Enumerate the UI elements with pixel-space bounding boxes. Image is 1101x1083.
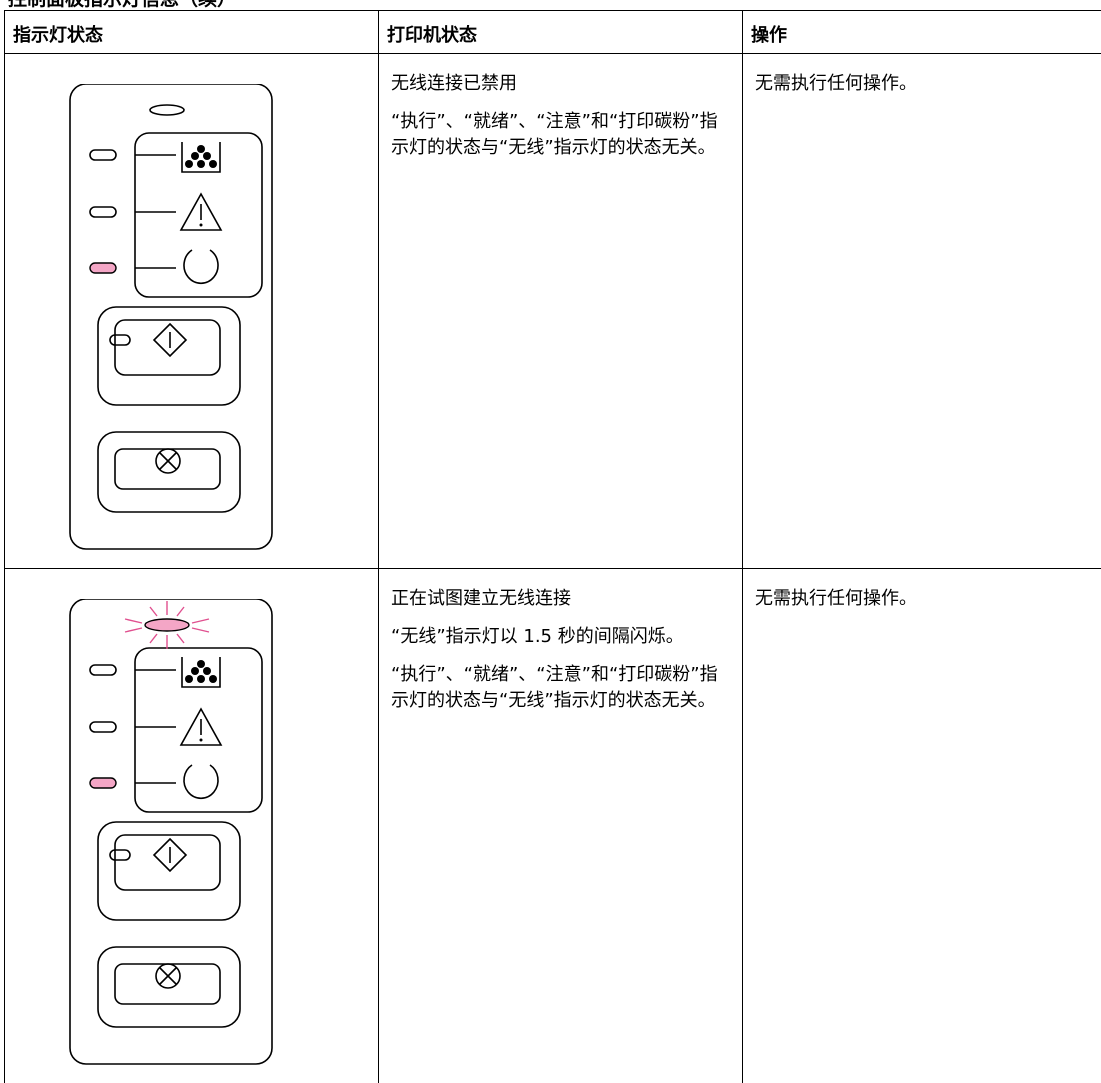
paragraph: 正在试图建立无线连接: [391, 588, 571, 609]
page-title: 控制面板指示灯信息（续）: [8, 0, 236, 10]
paragraph: “无线”指示灯以 1.5 秒的间隔闪烁。: [391, 626, 684, 647]
header-cell: 指示灯状态: [4, 11, 378, 53]
indicator-cell: [4, 568, 378, 1083]
header-cell: 打印机状态: [378, 11, 742, 53]
paragraph: 无线连接已禁用: [391, 73, 517, 94]
action-cell: 无需执行任何操作。: [742, 568, 1101, 1083]
paragraph: “执行”、“就绪”、“注意”和“打印碳粉”指示灯的状态与“无线”指示灯的状态无关…: [391, 111, 718, 158]
control-panel-diagram: [69, 599, 273, 1065]
paragraph: 无需执行任何操作。: [755, 73, 917, 94]
indicator-cell: [4, 53, 378, 568]
table: 指示灯状态 打印机状态 操作 无线连接已禁用 “执行”、“就绪”、“注意”和“打…: [4, 10, 1101, 1083]
control-panel-diagram: [69, 84, 273, 550]
header-cell: 操作: [742, 11, 1101, 53]
paragraph: “执行”、“就绪”、“注意”和“打印碳粉”指示灯的状态与“无线”指示灯的状态无关…: [391, 664, 718, 711]
paragraph: 无需执行任何操作。: [755, 588, 917, 609]
status-cell: 无线连接已禁用 “执行”、“就绪”、“注意”和“打印碳粉”指示灯的状态与“无线”…: [378, 53, 742, 568]
action-cell: 无需执行任何操作。: [742, 53, 1101, 568]
status-cell: 正在试图建立无线连接 “无线”指示灯以 1.5 秒的间隔闪烁。 “执行”、“就绪…: [378, 568, 742, 1083]
